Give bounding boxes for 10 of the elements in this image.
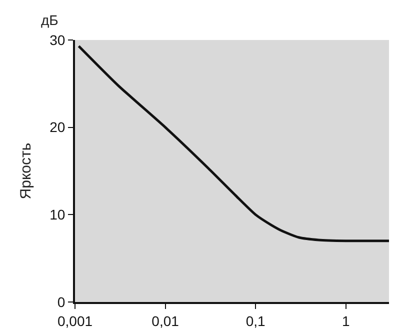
y-tick-label: 30 [50,32,66,48]
x-tick-label: 0,001 [57,312,93,329]
y-axis-title: Яркость [17,142,34,200]
x-tick-label: 0,1 [246,312,266,329]
y-tick-label: 20 [50,119,66,136]
y-tick-label: 10 [50,206,66,223]
text: дБ [41,12,58,28]
x-tick-label: 1 [342,312,350,329]
x-tick-label: 0,01 [152,312,180,329]
y-tick-label: 0 [57,294,66,310]
